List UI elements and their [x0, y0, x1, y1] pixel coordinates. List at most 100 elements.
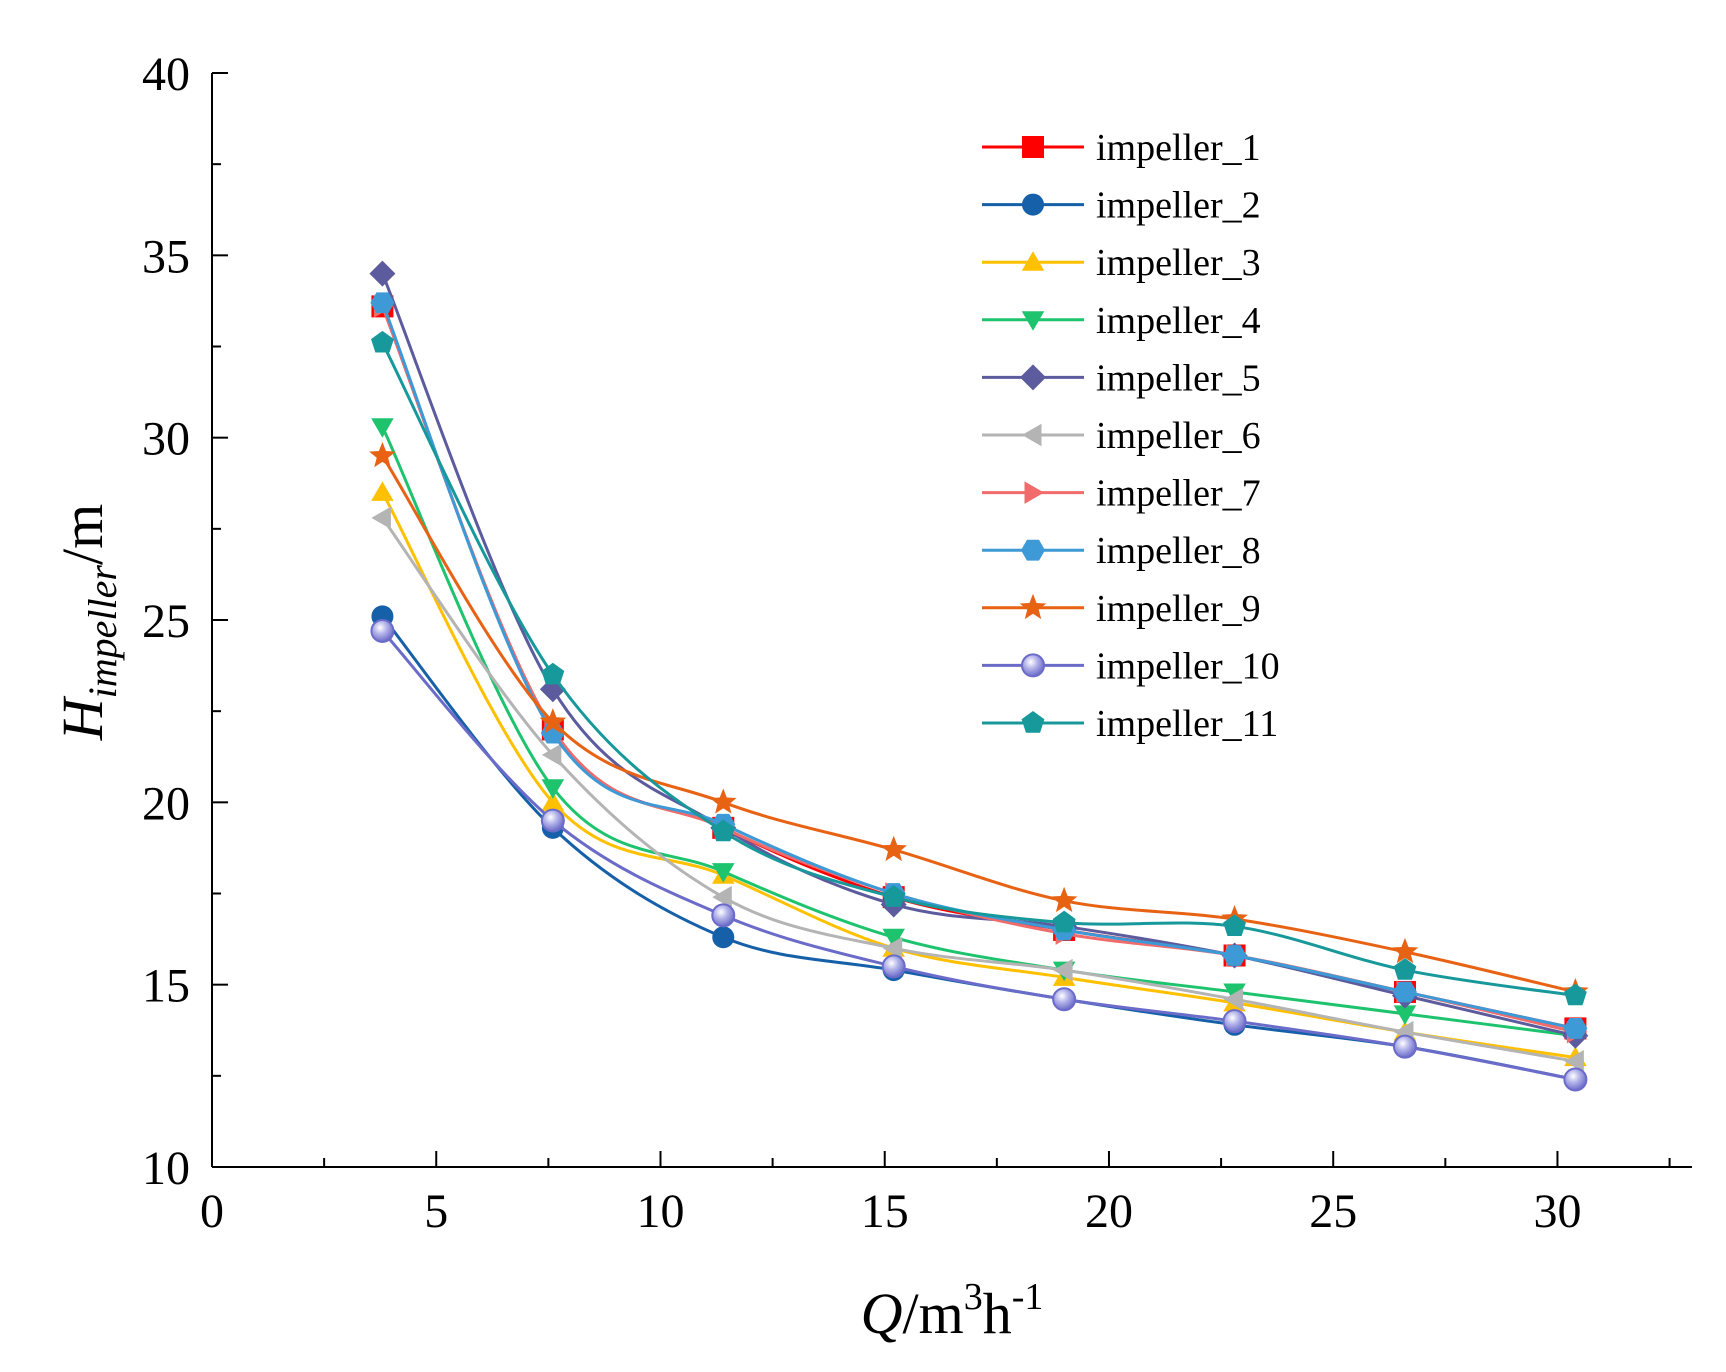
data-point	[370, 618, 395, 643]
x-axis-title-mid: h	[983, 1281, 1012, 1346]
axes: 0 5 10 15 20 25 30 10 15 20 25 30 35 40	[142, 48, 1692, 1238]
x-tick-label: 20	[1085, 1185, 1133, 1238]
data-point	[1391, 937, 1419, 964]
data-point	[1052, 987, 1077, 1012]
data-point	[712, 863, 735, 883]
legend-swatch-marker	[1021, 251, 1045, 271]
data-point	[1222, 1009, 1247, 1034]
legend-item: impeller_8	[982, 530, 1261, 572]
legend-swatch-marker	[1021, 711, 1045, 733]
data-point	[541, 662, 565, 685]
data-point	[1563, 1018, 1588, 1039]
legend-label: impeller_11	[1096, 703, 1278, 745]
x-tick-label: 5	[424, 1185, 448, 1238]
x-tick-label: 30	[1533, 1185, 1581, 1238]
legend-label: impeller_6	[1096, 415, 1261, 457]
series-impeller_5	[369, 260, 1589, 1049]
series-line	[381, 302, 1576, 1030]
y-axis-title-main: H	[50, 695, 115, 741]
data-point	[709, 788, 737, 814]
data-point	[882, 885, 906, 907]
data-point	[1393, 958, 1417, 980]
x-tick-label: 10	[636, 1185, 684, 1238]
data-point	[369, 441, 396, 468]
data-point	[881, 954, 906, 979]
data-point	[1563, 1067, 1588, 1092]
legend-swatch-marker	[1024, 481, 1044, 504]
data-point	[541, 791, 565, 811]
y-tick-label: 40	[142, 48, 190, 101]
legend-swatch-marker	[1021, 311, 1045, 331]
data-point	[1564, 1049, 1584, 1073]
legend-item: impeller_1	[982, 127, 1261, 169]
data-point	[1563, 983, 1587, 1006]
data-point	[371, 418, 394, 438]
data-point	[711, 903, 736, 928]
legend-item: impeller_5	[982, 357, 1261, 399]
data-point	[1392, 1034, 1417, 1059]
legend-label: impeller_5	[1096, 357, 1261, 399]
legend-swatch-marker	[1022, 423, 1042, 447]
legend-swatch-marker	[1021, 539, 1045, 561]
series-impeller_6	[371, 506, 1584, 1073]
data-point	[1053, 958, 1073, 982]
data-point	[369, 260, 396, 287]
data-point	[371, 481, 394, 501]
data-point	[540, 808, 565, 833]
legend-item: impeller_3	[982, 242, 1261, 284]
legend-label: impeller_8	[1096, 530, 1261, 572]
legend-label: impeller_9	[1096, 588, 1261, 630]
data-point	[371, 506, 391, 530]
y-tick-label: 25	[142, 595, 190, 648]
data-point	[371, 330, 394, 353]
legend-label: impeller_4	[1096, 300, 1261, 342]
x-axis-title: Q/m3h-1	[861, 1276, 1044, 1346]
legend-swatch-marker	[1020, 364, 1046, 391]
data-point	[1393, 1005, 1417, 1025]
data-point	[1223, 914, 1246, 937]
x-tick-label: 25	[1309, 1185, 1357, 1238]
y-axis-title-unit: /m	[50, 504, 115, 565]
y-tick-label: 30	[142, 413, 190, 466]
data-point	[882, 928, 905, 949]
series-impeller_11	[371, 330, 1587, 1006]
data-point	[712, 926, 735, 949]
data-point	[1050, 886, 1078, 913]
series-line	[381, 272, 1576, 1038]
x-axis-title-unit: /m	[903, 1281, 964, 1346]
legend-item: impeller_4	[982, 300, 1261, 342]
data-point	[1222, 945, 1247, 966]
x-axis-title-sup2: -1	[1012, 1276, 1044, 1318]
y-tick-label: 35	[142, 230, 190, 283]
y-tick-label: 15	[142, 960, 190, 1013]
data-point	[1052, 910, 1076, 933]
data-point	[370, 292, 395, 314]
data-point	[1223, 988, 1244, 1011]
legend: impeller_1 impeller_2 impeller_3 impeller_4…	[982, 127, 1280, 745]
series-line	[381, 342, 1576, 998]
series-layer	[369, 260, 1589, 1092]
legend-label: impeller_2	[1096, 185, 1261, 227]
legend-item: impeller_10	[982, 645, 1280, 687]
legend-item: impeller_11	[982, 703, 1278, 745]
legend-swatch-marker	[1021, 653, 1045, 678]
x-axis-title-main: Q	[861, 1281, 903, 1346]
legend-swatch-marker	[1019, 593, 1047, 620]
legend-label: impeller_7	[1096, 473, 1261, 515]
legend-item: impeller_7	[982, 473, 1261, 515]
y-axis-title: Himpeller/m	[50, 504, 125, 741]
legend-label: impeller_1	[1096, 127, 1261, 169]
y-tick-label: 20	[142, 777, 190, 830]
data-point	[1392, 981, 1417, 1003]
x-tick-label: 0	[200, 1185, 224, 1238]
data-point	[880, 835, 908, 862]
y-axis-title-sub: impeller	[80, 565, 125, 699]
legend-swatch-marker	[1022, 136, 1044, 158]
legend-item: impeller_9	[982, 588, 1261, 630]
series-impeller_10	[370, 618, 1588, 1092]
data-point	[712, 885, 732, 909]
legend-item: impeller_2	[982, 185, 1261, 227]
legend-swatch-marker	[1022, 193, 1044, 216]
